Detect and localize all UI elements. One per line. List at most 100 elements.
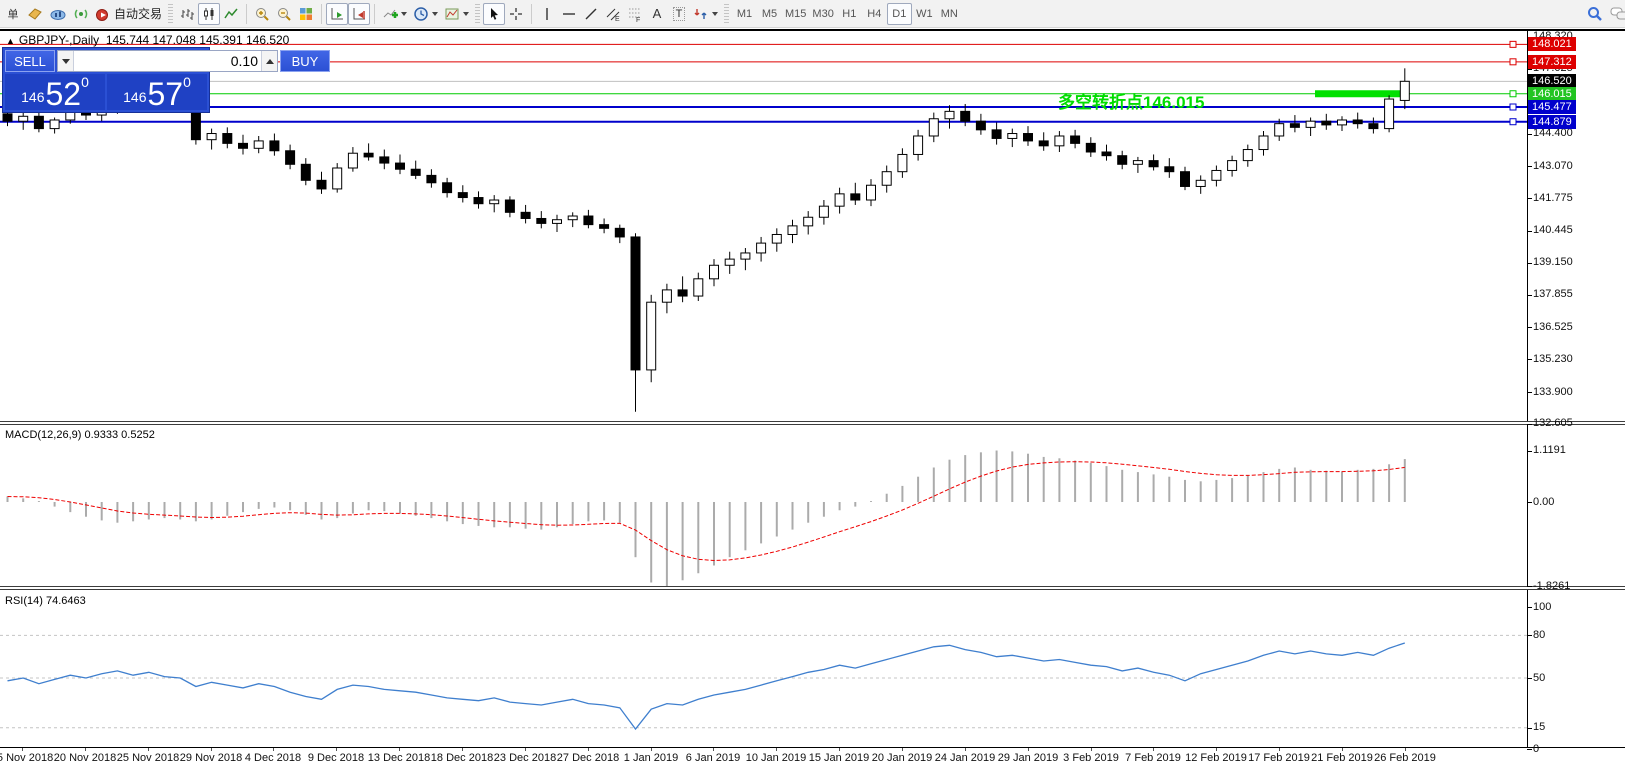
- date-tick-mark: [525, 748, 526, 751]
- buy-price-prefix: 146: [123, 89, 147, 105]
- toolbar-grip: [168, 3, 174, 24]
- date-label: 1 Jan 2019: [623, 752, 679, 764]
- vertical-line-icon: [546, 7, 548, 20]
- volume-input[interactable]: [74, 51, 261, 71]
- timeframe-mn[interactable]: MN: [937, 3, 962, 25]
- date-label: 29 Jan 2019: [997, 752, 1059, 764]
- date-label: 15 Nov 2018: [0, 752, 54, 764]
- date-tick-mark: [965, 748, 966, 751]
- macd-tick: -1.8261: [1533, 580, 1571, 592]
- template-icon: [445, 8, 459, 19]
- toolbar-separator: [374, 3, 376, 24]
- horizontal-line-button[interactable]: [558, 3, 580, 25]
- rsi-tick: 100: [1533, 601, 1552, 613]
- tile-windows-icon: [300, 7, 313, 20]
- price-tick-mark: [1527, 198, 1532, 199]
- pane-divider[interactable]: [0, 421, 1625, 425]
- fibonacci-button[interactable]: F: [624, 3, 646, 25]
- date-label: 6 Jan 2019: [685, 752, 741, 764]
- price-tick-mark: [1527, 359, 1532, 360]
- chart-shift-button[interactable]: [348, 2, 371, 25]
- sell-button[interactable]: SELL: [5, 50, 55, 72]
- date-label: 29 Nov 2018: [179, 752, 243, 764]
- macd-label: MACD(12,26,9) 0.9333 0.5252: [5, 429, 155, 441]
- date-label: 13 Dec 2018: [367, 752, 431, 764]
- templates-button[interactable]: [441, 3, 472, 25]
- svg-text:E: E: [615, 16, 620, 22]
- price-line-badge: 146.520: [1528, 74, 1576, 88]
- buy-price-button[interactable]: 146 57 0: [107, 74, 207, 110]
- rsi-tick-mark: [1527, 607, 1532, 608]
- candlestick-chart-button[interactable]: [198, 2, 221, 25]
- chat-button[interactable]: [1607, 3, 1625, 25]
- date-tick-mark: [22, 748, 23, 751]
- timeframe-m15[interactable]: M15: [782, 3, 809, 25]
- cloud-icon: [50, 9, 66, 20]
- toolbar: 单 自动交易: [0, 0, 1625, 28]
- date-label: 12 Feb 2019: [1185, 752, 1247, 764]
- chart-shift-icon: [353, 7, 366, 19]
- text-label-button[interactable]: T: [668, 3, 690, 25]
- periods-button[interactable]: [410, 3, 441, 25]
- timeframe-h4[interactable]: H4: [862, 3, 887, 25]
- timeframe-m30[interactable]: M30: [809, 3, 836, 25]
- autotrade-button[interactable]: 自动交易: [92, 3, 165, 25]
- date-label: 20 Jan 2019: [871, 752, 933, 764]
- candlestick-pane[interactable]: [0, 30, 1527, 421]
- search-button[interactable]: [1583, 3, 1607, 25]
- macd-tick: 0.00: [1533, 496, 1555, 508]
- timeframe-h1[interactable]: H1: [837, 3, 862, 25]
- new-order-icon: [28, 7, 42, 20]
- auto-scroll-button[interactable]: [326, 2, 349, 25]
- line-chart-button[interactable]: [220, 3, 242, 25]
- timeframe-w1[interactable]: W1: [912, 3, 937, 25]
- fibonacci-icon: F: [629, 8, 642, 22]
- timeframe-m5[interactable]: M5: [757, 3, 782, 25]
- zoom-out-button[interactable]: [273, 3, 295, 25]
- new-order-button[interactable]: [24, 3, 46, 25]
- rsi-pane[interactable]: [0, 591, 1527, 747]
- toolbar-separator: [321, 3, 323, 24]
- arrows-button[interactable]: [690, 3, 721, 25]
- date-label: 21 Feb 2019: [1311, 752, 1373, 764]
- price-tick: 133.900: [1533, 386, 1573, 398]
- date-tick-mark: [1405, 748, 1406, 751]
- mql5-community-button[interactable]: [46, 3, 70, 25]
- sell-price-big: 52: [45, 76, 82, 112]
- text-button[interactable]: A: [646, 3, 668, 25]
- price-line-badge: 146.015: [1528, 87, 1576, 101]
- zoom-in-button[interactable]: [251, 3, 273, 25]
- timeframe-d1[interactable]: D1: [886, 2, 912, 25]
- bar-chart-button[interactable]: [176, 3, 198, 25]
- sell-price-button[interactable]: 146 52 0: [5, 74, 105, 110]
- equidistant-channel-button[interactable]: E: [602, 3, 624, 25]
- buy-button[interactable]: BUY: [280, 50, 330, 72]
- pane-divider[interactable]: [0, 586, 1625, 590]
- signals-button[interactable]: [70, 3, 92, 25]
- text-tool-label: A: [652, 6, 662, 21]
- tile-windows-button[interactable]: [295, 3, 317, 25]
- date-tick-mark: [839, 748, 840, 751]
- new-order-partial-button[interactable]: 单: [2, 3, 24, 25]
- vertical-line-button[interactable]: [536, 3, 558, 25]
- price-tick-mark: [1527, 392, 1532, 393]
- timeframe-m1[interactable]: M1: [732, 3, 757, 25]
- cursor-button[interactable]: [483, 2, 506, 25]
- bar-chart-icon: [181, 8, 195, 20]
- collapse-arrow-icon[interactable]: ▲: [6, 36, 15, 46]
- price-tick: 140.445: [1533, 224, 1573, 236]
- date-tick-mark: [1153, 748, 1154, 751]
- indicators-button[interactable]: [379, 3, 410, 25]
- date-tick-mark: [148, 748, 149, 751]
- price-tick-mark: [1527, 134, 1532, 135]
- crosshair-button[interactable]: [505, 3, 527, 25]
- volume-decrease-button[interactable]: [58, 51, 74, 71]
- signal-icon: [74, 9, 88, 18]
- trendline-button[interactable]: [580, 3, 602, 25]
- candlestick-chart-icon: [204, 7, 214, 20]
- volume-increase-button[interactable]: [261, 51, 277, 71]
- annotation-text[interactable]: 多空转折点146.015: [1058, 93, 1205, 112]
- macd-pane[interactable]: [0, 426, 1527, 586]
- date-tick-mark: [776, 748, 777, 751]
- date-tick-mark: [1091, 748, 1092, 751]
